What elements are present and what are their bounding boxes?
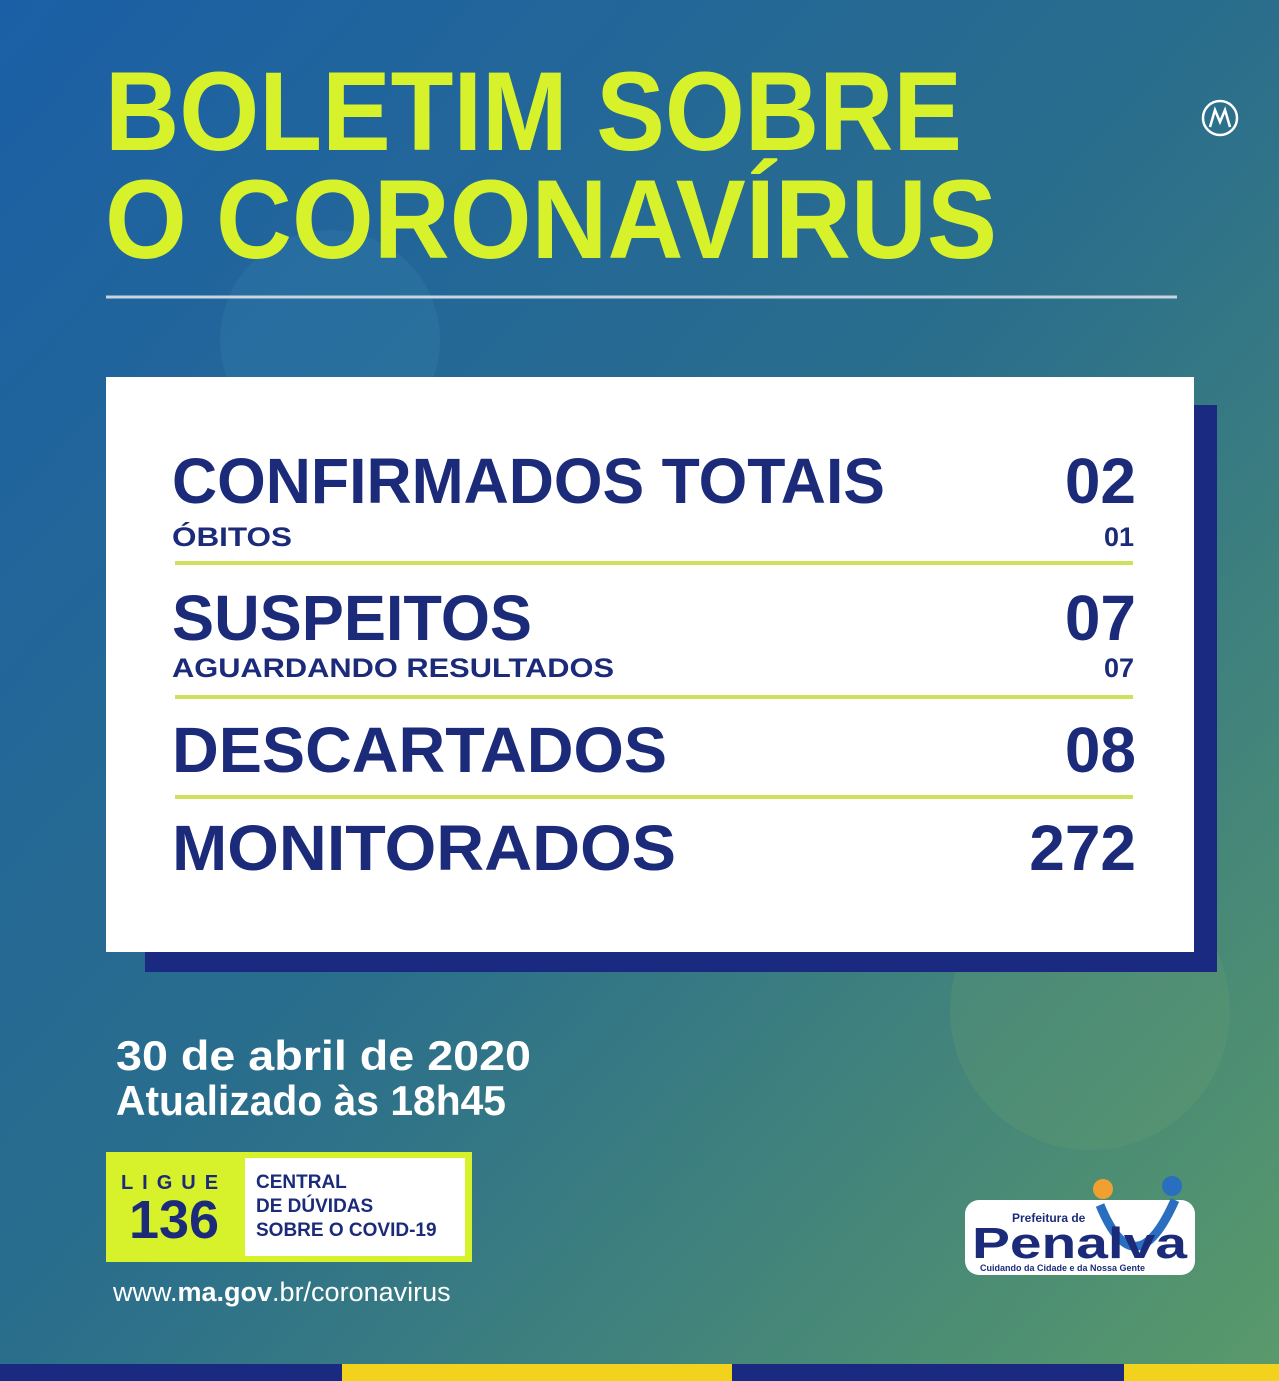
- card: [106, 377, 1194, 952]
- hotline-text: DE DÚVIDAS: [256, 1195, 373, 1217]
- hotline-text: SOBRE O COVID-19: [256, 1220, 437, 1241]
- stat-sub-value: 01: [1104, 522, 1134, 552]
- logo-badge: [965, 1176, 1195, 1275]
- hotline-panel: [245, 1158, 465, 1256]
- stat-value: 08: [1065, 714, 1136, 786]
- website-part: ma.gov: [178, 1277, 273, 1307]
- stat-label: CONFIRMADOS TOTAIS: [172, 445, 885, 517]
- hotline-text: CENTRAL: [256, 1172, 347, 1193]
- stat-label: MONITORADOS: [172, 812, 676, 884]
- stat-label: SUSPEITOS: [172, 582, 532, 654]
- updated: Atualizado às 18h45: [116, 1077, 506, 1124]
- title-line: O CORONAVÍRUS: [105, 157, 997, 282]
- brand-icon: [1201, 99, 1239, 137]
- date: 30 de abril de 2020: [116, 1032, 531, 1079]
- logo-top: Prefeitura de: [1012, 1211, 1086, 1225]
- website-part: .br/coronavirus: [272, 1277, 451, 1307]
- stat-value: 272: [1029, 812, 1136, 884]
- website-part: www.: [112, 1277, 178, 1307]
- title-line: BOLETIM SOBRE: [105, 49, 962, 174]
- hotline-prompt: LIGUE: [121, 1172, 227, 1194]
- logo-name: Penalva: [972, 1219, 1188, 1268]
- logo-tagline: Cuidando da Cidade e da Nossa Gente: [980, 1263, 1145, 1273]
- stat-sub-label: ÓBITOS: [172, 521, 292, 552]
- stat-sub-value: 07: [1104, 653, 1134, 683]
- stripes: [0, 1364, 1279, 1381]
- stat-sub-label: AGUARDANDO RESULTADOS: [172, 653, 614, 683]
- hotline-number: 136: [129, 1190, 219, 1250]
- stat-value: 07: [1065, 582, 1136, 654]
- website: www.ma.gov.br/coronavirus: [112, 1277, 451, 1307]
- stat-value: 02: [1065, 445, 1136, 517]
- stat-label: DESCARTADOS: [172, 714, 667, 786]
